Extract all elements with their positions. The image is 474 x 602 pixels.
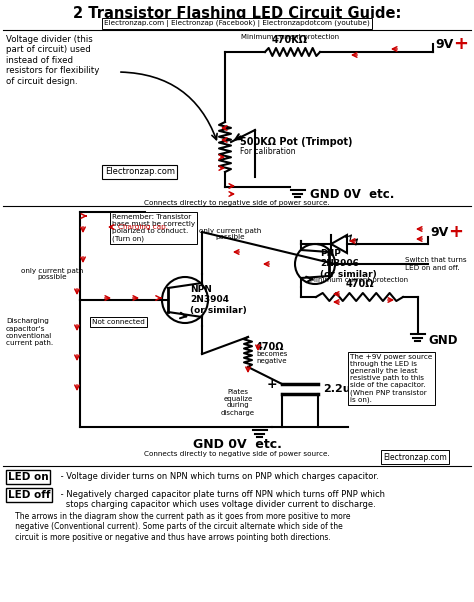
Text: LED on: LED on [8,472,49,482]
Text: Charging cap.: Charging cap. [118,224,168,230]
Text: - Voltage divider turns on NPN which turns on PNP which charges capacitor.: - Voltage divider turns on NPN which tur… [58,472,379,481]
Text: - Negatively charged capacitor plate turns off NPN which turns off PNP which
   : - Negatively charged capacitor plate tur… [58,490,385,509]
Text: Electronzap.com | Electronzap (Facebook) | Electronzapdotcom (youtube): Electronzap.com | Electronzap (Facebook)… [104,20,370,27]
Text: The +9V power source
through the LED is
generally the least
resistive path to th: The +9V power source through the LED is … [350,354,432,403]
Text: only current path
possible: only current path possible [199,228,261,241]
Text: +: + [266,377,277,391]
Text: Connects directly to negative side of power source.: Connects directly to negative side of po… [144,451,330,457]
Text: LED off: LED off [8,490,51,500]
Text: The arrows in the diagram show the current path as it goes from more positive to: The arrows in the diagram show the curre… [8,512,350,542]
Text: Electronzap.com: Electronzap.com [105,167,175,176]
Text: Discharging
capacitor's
conventional
current path.: Discharging capacitor's conventional cur… [6,318,53,346]
Text: +: + [448,223,463,241]
Text: GND 0V  etc.: GND 0V etc. [192,438,282,452]
Text: GND 0V  etc.: GND 0V etc. [310,187,394,200]
Text: Voltage divider (this
part of circuit) used
instead of fixed
resistors for flexi: Voltage divider (this part of circuit) u… [6,35,100,85]
Text: Electronzap.com: Electronzap.com [383,453,447,462]
Text: becomes
negative: becomes negative [256,350,287,364]
Text: Remember: Transistor
base must be correctly
polarized to conduct.
(Turn on): Remember: Transistor base must be correc… [112,214,195,241]
Text: Connects directly to negative side of power source.: Connects directly to negative side of po… [144,200,330,206]
Text: only current path
possible: only current path possible [21,267,83,281]
Text: 9V: 9V [430,226,448,238]
Text: Switch that turns
LED on and off.: Switch that turns LED on and off. [405,258,466,270]
Text: For calibration: For calibration [240,146,295,155]
Text: 470Ω: 470Ω [345,279,374,289]
Text: 470KΩ: 470KΩ [272,35,308,45]
Text: 470Ω: 470Ω [256,342,284,352]
Text: GND: GND [428,334,457,347]
Text: 9V: 9V [435,37,453,51]
Text: Not connected: Not connected [92,319,145,325]
Text: Minimum current protection: Minimum current protection [241,34,339,40]
Text: Plates
equalize
during
discharge: Plates equalize during discharge [221,388,255,415]
Text: 500KΩ Pot (Trimpot): 500KΩ Pot (Trimpot) [240,137,353,147]
Text: +: + [453,35,468,53]
Text: Minimum current protection: Minimum current protection [310,277,409,283]
Text: NPN
2N3904
(or similar): NPN 2N3904 (or similar) [190,285,247,315]
Text: 2.2uF: 2.2uF [323,384,358,394]
Text: PNP
2N3906
(or similar): PNP 2N3906 (or similar) [320,249,377,279]
Text: 2 Transistor Flashing LED Circuit Guide:: 2 Transistor Flashing LED Circuit Guide: [73,6,401,21]
